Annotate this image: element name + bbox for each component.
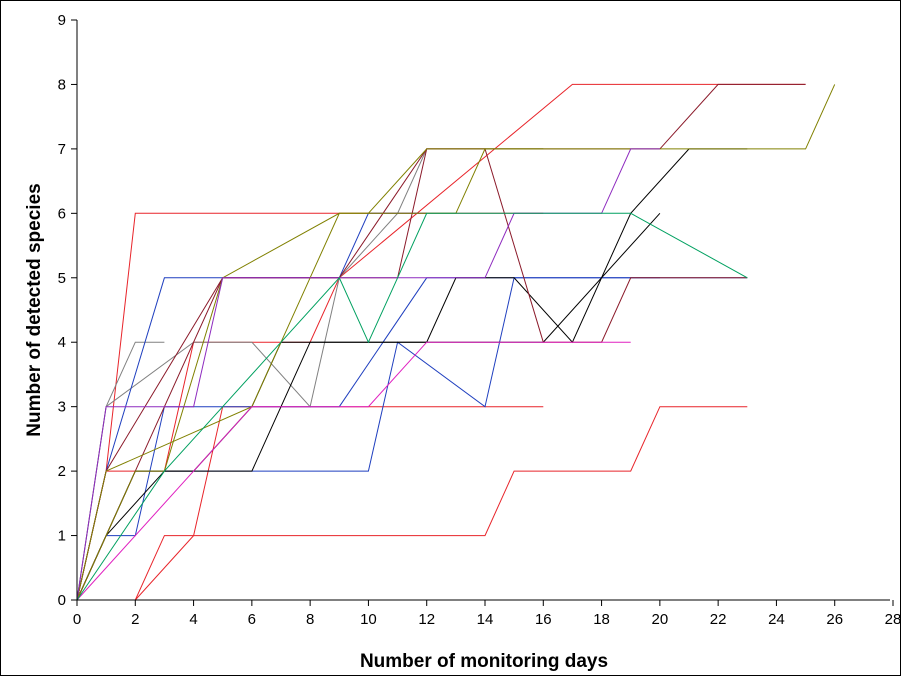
x-tick-label: 4 <box>189 611 197 628</box>
x-tick-label: 14 <box>477 611 494 628</box>
y-tick-label: 5 <box>58 270 66 287</box>
series-line-10 <box>76 148 748 601</box>
x-tick-label: 24 <box>768 611 785 628</box>
y-axis-title: Number of detected species <box>24 183 45 436</box>
x-tick-label: 16 <box>535 611 552 628</box>
x-tick-label: 8 <box>306 611 314 628</box>
x-tick-label: 22 <box>710 611 727 628</box>
x-tick-label: 18 <box>593 611 610 628</box>
series-line-17 <box>76 341 631 601</box>
y-tick-label: 3 <box>58 399 66 416</box>
y-tick-label: 8 <box>58 76 66 93</box>
x-tick-label: 20 <box>652 611 669 628</box>
series-line-3 <box>77 406 748 601</box>
x-tick-label: 12 <box>418 611 435 628</box>
x-tick-label: 26 <box>826 611 843 628</box>
x-tick-label: 6 <box>248 611 256 628</box>
y-tick-label: 1 <box>58 528 66 545</box>
x-axis-title: Number of monitoring days <box>360 651 608 672</box>
axes <box>76 20 890 601</box>
y-tick-label: 4 <box>58 334 66 351</box>
y-tick-label: 7 <box>58 141 66 158</box>
series-line-15 <box>76 148 544 601</box>
series-line-18 <box>76 212 748 601</box>
x-tick-label: 10 <box>360 611 377 628</box>
y-tick-label: 6 <box>58 205 66 222</box>
x-tick-label: 28 <box>885 611 901 628</box>
y-tick-label: 0 <box>58 592 66 609</box>
series-lines <box>76 83 836 601</box>
y-axis-ticks: 0 1 2 3 4 5 6 7 8 9 <box>58 12 77 609</box>
y-tick-label: 2 <box>58 463 66 480</box>
y-tick-label: 9 <box>58 12 66 29</box>
x-tick-label: 0 <box>73 611 81 628</box>
x-tick-label: 2 <box>131 611 139 628</box>
x-axis-ticks: 0 2 4 6 8 10 12 14 16 18 20 22 24 26 28 <box>73 600 901 628</box>
